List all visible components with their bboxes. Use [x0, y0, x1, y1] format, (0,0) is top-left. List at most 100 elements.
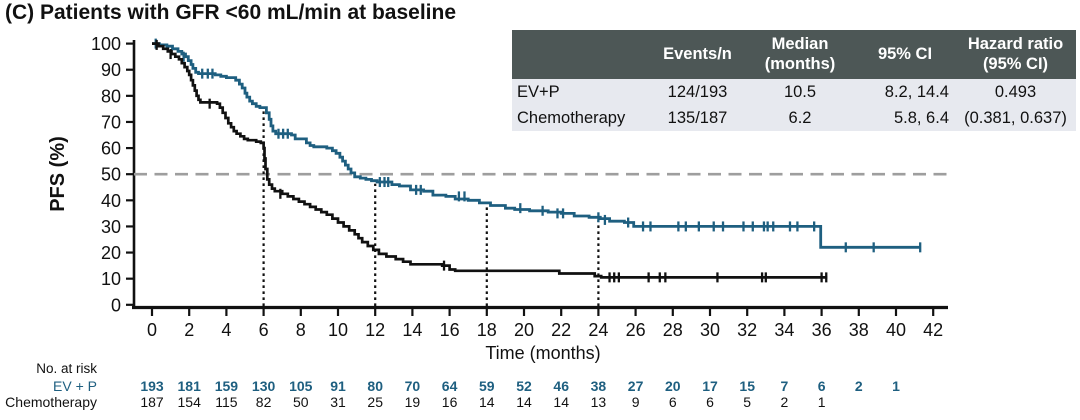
- chemo-median: 6.2: [788, 109, 812, 127]
- at-risk-value-chemo: 25: [367, 394, 383, 410]
- at-risk-value-evp: 6: [818, 378, 826, 394]
- at-risk-value-evp: 105: [289, 378, 313, 394]
- x-tick-label: 10: [328, 320, 348, 340]
- y-tick-label: 60: [101, 139, 121, 159]
- chemo-label: Chemotherapy: [517, 109, 626, 127]
- evp-label: EV+P: [517, 83, 560, 101]
- x-tick-label: 4: [221, 320, 231, 340]
- at-risk-value-evp: 15: [739, 378, 755, 394]
- stats-header-median: Median (months): [764, 35, 836, 73]
- at-risk-value-chemo: 50: [293, 394, 309, 410]
- y-tick-label: 10: [101, 269, 121, 289]
- at-risk-value-evp: 70: [405, 378, 421, 394]
- at-risk-value-evp: 46: [553, 378, 569, 394]
- stats-header-hr: Hazard ratio (95% CI): [967, 35, 1064, 73]
- stats-table: Events/n Median (months) 95% CI Hazard r…: [512, 30, 1076, 131]
- at-risk-value-chemo: 5: [743, 394, 751, 410]
- stats-table-header-row: Events/n Median (months) 95% CI Hazard r…: [512, 30, 1076, 79]
- at-risk-value-evp: 1: [892, 378, 900, 394]
- at-risk-value-evp: 91: [330, 378, 346, 394]
- at-risk-value-evp: 64: [442, 378, 458, 394]
- at-risk-value-chemo: 14: [479, 394, 495, 410]
- at-risk-row-label-evp: EV + P: [53, 378, 97, 394]
- figure-title: (C) Patients with GFR <60 mL/min at base…: [5, 1, 457, 24]
- x-tick-label: 8: [296, 320, 306, 340]
- at-risk-value-chemo: 16: [442, 394, 458, 410]
- y-axis-title: PFS (%): [47, 136, 69, 212]
- chemo-events: 135/187: [667, 109, 728, 127]
- x-tick-label: 24: [588, 320, 608, 340]
- x-tick-label: 22: [551, 320, 571, 340]
- at-risk-value-evp: 52: [516, 378, 532, 394]
- y-tick-label: 40: [101, 191, 121, 211]
- at-risk-value-evp: 80: [367, 378, 383, 394]
- at-risk-value-evp: 2: [855, 378, 863, 394]
- evp-events: 124/193: [667, 83, 728, 101]
- at-risk-value-chemo: 82: [256, 394, 272, 410]
- y-tick-label: 100: [91, 34, 121, 54]
- at-risk-value-chemo: 115: [215, 394, 238, 410]
- y-tick-label: 30: [101, 217, 121, 237]
- x-tick-label: 28: [663, 320, 683, 340]
- x-tick-label: 20: [514, 320, 534, 340]
- x-tick-label: 14: [402, 320, 422, 340]
- at-risk-value-chemo: 154: [178, 394, 202, 410]
- x-tick-label: 38: [849, 320, 869, 340]
- at-risk-value-chemo: 6: [669, 394, 677, 410]
- x-tick-label: 40: [886, 320, 906, 340]
- at-risk-value-evp: 7: [781, 378, 789, 394]
- x-tick-label: 42: [923, 320, 943, 340]
- chemo-hazard-ratio: (0.381, 0.637): [964, 109, 1067, 127]
- at-risk-value-evp: 27: [628, 378, 644, 394]
- stats-header-ci: 95% CI: [877, 44, 933, 63]
- x-tick-label: 34: [774, 320, 794, 340]
- y-tick-label: 90: [101, 60, 121, 80]
- chemo-km-curve: [152, 42, 828, 279]
- at-risk-value-evp: 130: [252, 378, 276, 394]
- at-risk-value-evp: 59: [479, 378, 495, 394]
- y-tick-label: 0: [111, 295, 121, 315]
- x-tick-label: 18: [477, 320, 497, 340]
- at-risk-value-evp: 193: [140, 378, 164, 394]
- evp-ci: 8.2, 14.4: [884, 83, 949, 101]
- at-risk-value-evp: 38: [591, 378, 607, 394]
- at-risk-value-chemo: 2: [781, 394, 789, 410]
- x-tick-label: 36: [812, 320, 832, 340]
- at-risk-label: No. at risk: [36, 361, 97, 376]
- at-risk-value-chemo: 14: [553, 394, 569, 410]
- x-tick-label: 16: [440, 320, 460, 340]
- evp-hazard-ratio: 0.493: [994, 83, 1037, 101]
- at-risk-row-label-chemo: Chemotherapy: [5, 394, 97, 410]
- stats-row-chemo: Chemotherapy 135/187 6.2 5.8, 6.4 (0.381…: [512, 105, 1076, 131]
- at-risk-value-evp: 159: [215, 378, 239, 394]
- x-tick-label: 6: [259, 320, 269, 340]
- chemo-ci: 5.8, 6.4: [893, 109, 949, 127]
- y-tick-label: 70: [101, 112, 121, 132]
- at-risk-value-chemo: 6: [706, 394, 714, 410]
- at-risk-value-chemo: 19: [405, 394, 421, 410]
- x-axis-title: Time (months): [485, 343, 600, 363]
- at-risk-value-evp: 20: [665, 378, 681, 394]
- y-tick-label: 80: [101, 86, 121, 106]
- at-risk-value-chemo: 1: [818, 394, 826, 410]
- at-risk-value-chemo: 187: [140, 394, 164, 410]
- x-tick-label: 26: [626, 320, 646, 340]
- at-risk-value-evp: 17: [702, 378, 718, 394]
- x-tick-label: 32: [737, 320, 757, 340]
- evp-median: 10.5: [783, 83, 817, 101]
- at-risk-value-chemo: 13: [591, 394, 607, 410]
- y-tick-label: 50: [101, 165, 121, 185]
- stats-header-events: Events/n: [663, 44, 732, 63]
- at-risk-value-chemo: 9: [632, 394, 640, 410]
- stats-header-blank: [512, 30, 650, 79]
- at-risk-value-chemo: 14: [516, 394, 532, 410]
- x-tick-label: 0: [147, 320, 157, 340]
- x-tick-label: 12: [365, 320, 385, 340]
- y-tick-label: 20: [101, 243, 121, 263]
- at-risk-value-chemo: 31: [330, 394, 346, 410]
- stats-row-evp: EV+P 124/193 10.5 8.2, 14.4 0.493: [512, 79, 1076, 105]
- x-tick-label: 30: [700, 320, 720, 340]
- x-tick-label: 2: [184, 320, 194, 340]
- at-risk-value-evp: 181: [178, 378, 202, 394]
